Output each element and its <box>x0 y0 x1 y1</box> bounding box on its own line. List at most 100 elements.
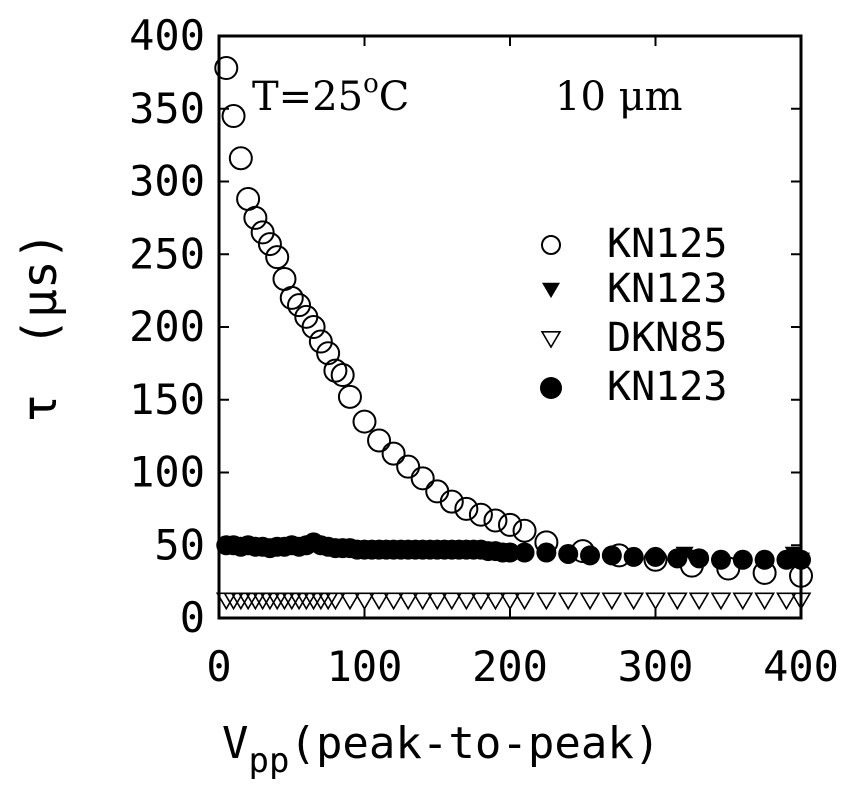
x-axis-label: Vpp(peak-to-peak) <box>222 718 660 781</box>
data-point <box>558 543 579 564</box>
legend-label: KN123 <box>607 266 727 312</box>
temperature-annotation: T=25oC <box>252 69 409 120</box>
data-point <box>243 205 268 230</box>
x-tick-labels: 0 100 200 300 400 <box>206 642 839 691</box>
data-point <box>470 592 492 611</box>
y-tick-label: 150 <box>129 375 205 424</box>
data-point <box>301 315 326 339</box>
data-point <box>468 502 493 527</box>
y-tick-labels: 0 50 100 150 200 250 300 350 400 <box>129 11 205 642</box>
data-point <box>732 592 754 611</box>
data-point <box>381 441 406 466</box>
data-point <box>666 592 688 611</box>
data-point <box>710 549 731 570</box>
data-point <box>354 592 375 611</box>
x-tick-label: 200 <box>472 642 548 691</box>
data-point <box>455 592 477 611</box>
data-point <box>623 546 644 567</box>
data-point <box>339 592 361 611</box>
data-point <box>221 104 246 129</box>
x-tick-label: 400 <box>763 642 839 691</box>
legend-marker <box>541 235 561 255</box>
data-point <box>710 592 732 611</box>
legend-label: KN123 <box>607 364 727 410</box>
legend-label: KN125 <box>607 221 727 267</box>
data-point <box>250 220 275 245</box>
data-point <box>512 518 537 543</box>
y-tick-label: 0 <box>180 593 205 642</box>
data-point <box>732 549 753 570</box>
data-point <box>397 592 419 611</box>
data-point <box>367 428 392 453</box>
data-point <box>316 341 341 366</box>
y-axis-symbol: τ <box>12 394 68 423</box>
axis-ticks <box>219 36 801 618</box>
data-point <box>791 549 811 570</box>
data-point <box>790 592 812 611</box>
data-point <box>383 592 404 611</box>
y-tick-label: 350 <box>129 84 205 133</box>
data-point <box>601 545 622 566</box>
data-point <box>776 549 797 570</box>
y-tick-label: 400 <box>129 11 205 60</box>
legend-marker <box>542 282 560 299</box>
data-point <box>368 592 390 611</box>
data-point <box>645 546 666 567</box>
legend-label: DKN85 <box>607 315 727 361</box>
data-point <box>754 592 776 611</box>
data-point <box>279 285 304 310</box>
data-point <box>228 146 253 171</box>
data-point <box>498 512 522 537</box>
y-tick-label: 50 <box>154 520 205 569</box>
data-point <box>265 245 290 270</box>
x-tick-label: 0 <box>206 642 231 691</box>
data-point <box>426 592 448 611</box>
data-point <box>352 409 377 434</box>
legend-marker <box>540 377 562 399</box>
data-point <box>425 479 450 504</box>
data-point <box>645 592 666 611</box>
data-point <box>601 592 623 611</box>
thickness-annotation: 10 μm <box>555 74 683 120</box>
y-tick-label: 250 <box>129 229 205 278</box>
series-2 <box>215 592 812 611</box>
data-point <box>754 549 775 570</box>
data-point <box>439 489 464 514</box>
y-tick-label: 300 <box>129 157 205 206</box>
data-point <box>337 384 362 409</box>
data-point <box>535 592 557 611</box>
data-point <box>623 592 645 611</box>
data-point <box>454 496 479 521</box>
data-point <box>536 542 557 563</box>
data-points <box>214 56 813 611</box>
data-point <box>667 548 688 569</box>
data-point <box>579 592 601 611</box>
data-point <box>580 545 601 566</box>
y-tick-label: 200 <box>129 302 205 351</box>
data-point <box>287 293 312 318</box>
data-point <box>323 358 348 383</box>
data-point <box>514 592 535 611</box>
data-point <box>689 548 710 569</box>
data-point <box>410 466 435 491</box>
data-point <box>485 592 506 611</box>
data-point <box>441 592 463 611</box>
y-axis-label: τ (μs) <box>12 231 68 422</box>
series-3 <box>216 532 811 570</box>
data-point <box>499 592 521 611</box>
data-point <box>325 592 346 611</box>
legend-marker <box>540 330 562 349</box>
data-point <box>500 542 520 563</box>
data-point <box>557 592 579 611</box>
data-point <box>214 56 239 81</box>
data-point <box>483 508 508 533</box>
y-tick-label: 100 <box>129 448 205 497</box>
data-point <box>514 542 535 563</box>
x-tick-label: 300 <box>618 642 694 691</box>
y-axis-unit: (μs) <box>12 231 68 347</box>
data-point <box>688 592 710 611</box>
data-point <box>308 329 333 354</box>
data-point <box>396 454 421 479</box>
